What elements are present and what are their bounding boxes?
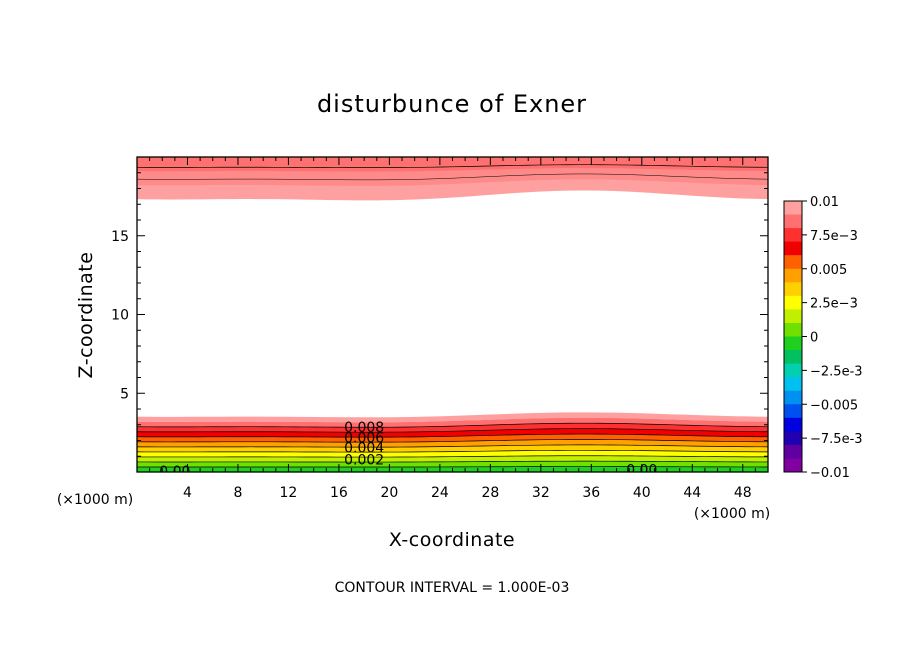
colorbar-label: 0.01 <box>810 195 839 210</box>
contour-line <box>137 433 768 438</box>
colorbar-label: −0.01 <box>810 466 850 481</box>
colorbar-swatch <box>784 350 802 365</box>
contour-line <box>137 164 768 168</box>
contour-line <box>137 444 768 448</box>
x-tick-label: 44 <box>683 485 701 501</box>
colorbar-swatch <box>784 228 802 243</box>
contour-band <box>137 412 768 423</box>
colorbar-swatch <box>784 444 802 459</box>
colorbar: 0.01 7.5e−3 0.005 2.5e−3 0 −2.5e-3 −0.005 −7.5e… <box>783 195 863 481</box>
colorbar-swatch <box>784 214 802 229</box>
colorbar-swatch <box>784 282 802 297</box>
x-axis: 4 8 12 16 20 24 28 32 36 40 44 48 <box>149 157 756 501</box>
y-tick-label: 5 <box>120 386 129 402</box>
y-tick-label: 15 <box>111 229 129 245</box>
x-unit-left: (×1000 m) <box>57 492 133 508</box>
contour-band <box>137 423 768 433</box>
colorbar-label: 0.005 <box>810 263 847 278</box>
contour-interval-note: CONTOUR INTERVAL = 1.000E-03 <box>335 580 570 596</box>
colorbar-swatch <box>784 404 802 419</box>
colorbar-swatch <box>784 309 802 324</box>
x-tick-label: 40 <box>633 485 651 501</box>
contour-label: 0.008 <box>344 420 384 436</box>
x-tick-label: 36 <box>582 485 600 501</box>
contour-band <box>137 428 768 438</box>
contour-band <box>137 434 768 443</box>
colorbar-label: 7.5e−3 <box>810 229 858 244</box>
contour-band <box>137 461 768 468</box>
colorbar-swatch <box>784 417 802 432</box>
contour-band <box>137 157 768 172</box>
colorbar-swatch <box>784 255 802 270</box>
colorbar-swatch <box>784 363 802 378</box>
x-tick-label: 28 <box>481 485 499 501</box>
contour-line <box>137 449 768 453</box>
x-axis-label: X-coordinate <box>389 529 515 551</box>
contour-band <box>137 455 768 463</box>
x-tick-label: 24 <box>431 485 449 501</box>
colorbar-swatch <box>784 377 802 392</box>
colorbar-swatch <box>784 322 802 337</box>
y-tick-label: 10 <box>111 308 129 324</box>
contour-label: 0.004 <box>344 441 384 457</box>
colorbar-swatch <box>784 201 802 216</box>
contour-line <box>137 460 768 463</box>
x-tick-label: 8 <box>233 485 242 501</box>
colorbar-swatch <box>784 295 802 310</box>
contour-line <box>137 173 768 181</box>
colorbar-swatch <box>784 268 802 283</box>
contour-line <box>137 439 768 443</box>
y-axis: 5 10 15 <box>111 172 768 457</box>
colorbar-swatch <box>784 458 802 473</box>
x-tick-label: 20 <box>380 485 398 501</box>
contour-line <box>137 455 768 458</box>
contour-band <box>137 417 768 428</box>
x-tick-label: 16 <box>330 485 348 501</box>
y-axis-label: Z-coordinate <box>75 252 97 379</box>
colorbar-swatch <box>784 336 802 351</box>
colorbar-swatch <box>784 390 802 405</box>
colorbar-label: −0.005 <box>810 398 858 413</box>
colorbar-swatch <box>784 241 802 256</box>
chart-title: disturbunce of Exner <box>317 90 587 118</box>
colorbar-label: 2.5e−3 <box>810 297 858 312</box>
contour-label: 0.002 <box>344 452 384 468</box>
contour-label: 0.006 <box>344 430 384 446</box>
x-tick-label: 48 <box>734 485 752 501</box>
contour-line <box>137 422 768 428</box>
x-tick-label: 32 <box>532 485 550 501</box>
colorbar-label: 0 <box>810 331 818 346</box>
colorbar-label: −7.5e-3 <box>810 432 863 447</box>
x-tick-label: 12 <box>280 485 298 501</box>
x-unit-right: (×1000 m) <box>694 506 770 522</box>
contour-line <box>137 428 768 433</box>
contour-band <box>137 439 768 448</box>
colorbar-label: −2.5e-3 <box>810 364 863 379</box>
x-tick-label: 4 <box>183 485 192 501</box>
colorbar-swatch <box>784 431 802 446</box>
